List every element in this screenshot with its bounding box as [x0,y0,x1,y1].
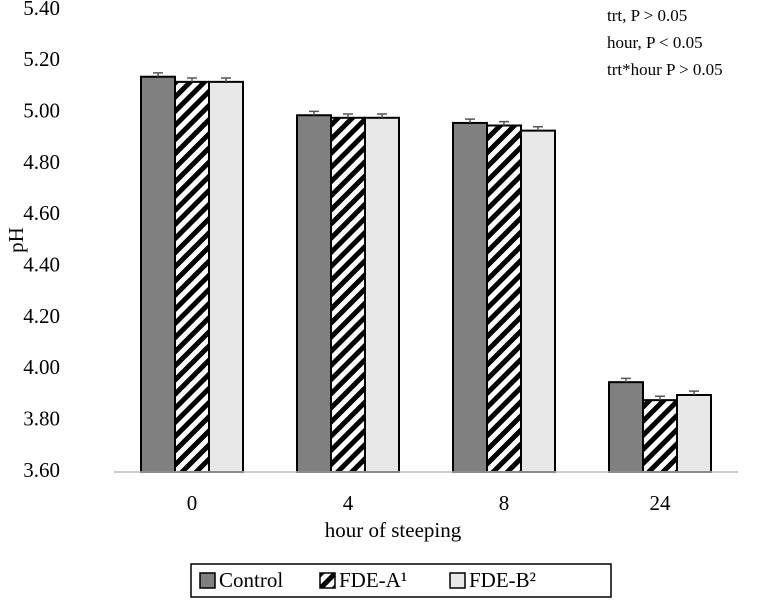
error-bar [377,113,387,118]
error-bar [309,110,319,116]
y-tick-label: 4.40 [23,252,60,276]
legend-label: Control [219,568,283,592]
bar [676,394,712,473]
x-axis-title: hour of steeping [325,518,462,542]
legend-swatch [199,572,216,589]
bar [296,114,332,473]
y-tick-label: 5.20 [23,47,60,71]
bar [452,121,488,474]
y-tick-label: 4.20 [23,304,60,328]
x-tick-label: 4 [343,491,354,515]
y-tick-label: 5.40 [23,0,60,20]
legend-swatch [319,572,336,589]
annotation: trt*hour P > 0.05 [607,60,723,79]
bar [174,80,210,473]
bar [364,116,400,474]
bar [330,116,366,474]
y-tick-label: 5.00 [23,98,60,122]
bar [608,381,644,473]
x-tick-label: 24 [650,491,672,515]
x-tick-label: 8 [499,491,510,515]
bar [520,129,556,473]
error-bar [465,118,475,123]
bar [208,80,244,473]
y-axis-title: pH [4,227,28,253]
error-bar [221,77,231,82]
annotation: hour, P < 0.05 [607,33,703,52]
legend-box [190,563,612,598]
error-bar [533,126,543,131]
y-tick-label: 4.80 [23,150,60,174]
legend-swatch [449,572,466,589]
y-tick-label: 4.00 [23,355,60,379]
y-tick-label: 3.60 [23,458,60,482]
error-bar [621,377,631,383]
error-bar [499,120,509,126]
x-tick-label: 0 [187,491,198,515]
error-bar [689,390,699,395]
bar [642,399,678,473]
bar [486,124,522,473]
bar [140,75,176,473]
annotation: trt, P > 0.05 [607,6,687,25]
error-bar [187,77,197,82]
error-bar [153,72,163,77]
legend-label: FDE-A¹ [339,568,407,592]
error-bar [343,113,353,118]
y-tick-label: 3.80 [23,406,60,430]
error-bar [655,395,665,401]
y-tick-label: 4.60 [23,201,60,225]
legend-label: FDE-B² [469,568,536,592]
